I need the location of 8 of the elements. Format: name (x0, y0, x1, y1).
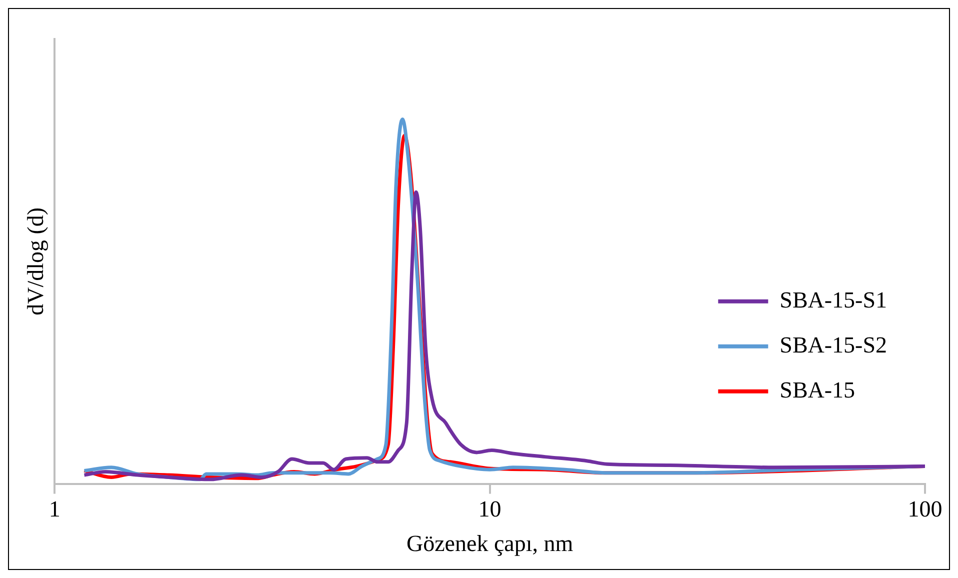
x-tick-label: 100 (908, 496, 942, 522)
legend-label: SBA-15-S2 (780, 332, 888, 358)
x-tick-label: 1 (48, 496, 60, 522)
legend-label: SBA-15 (780, 377, 856, 402)
x-axis-title: Gözenek çapı, nm (406, 531, 574, 556)
x-tick-label: 10 (478, 496, 502, 522)
y-axis-title: dV/dlog (d) (22, 207, 48, 316)
legend-label: SBA-15-S1 (780, 287, 888, 312)
